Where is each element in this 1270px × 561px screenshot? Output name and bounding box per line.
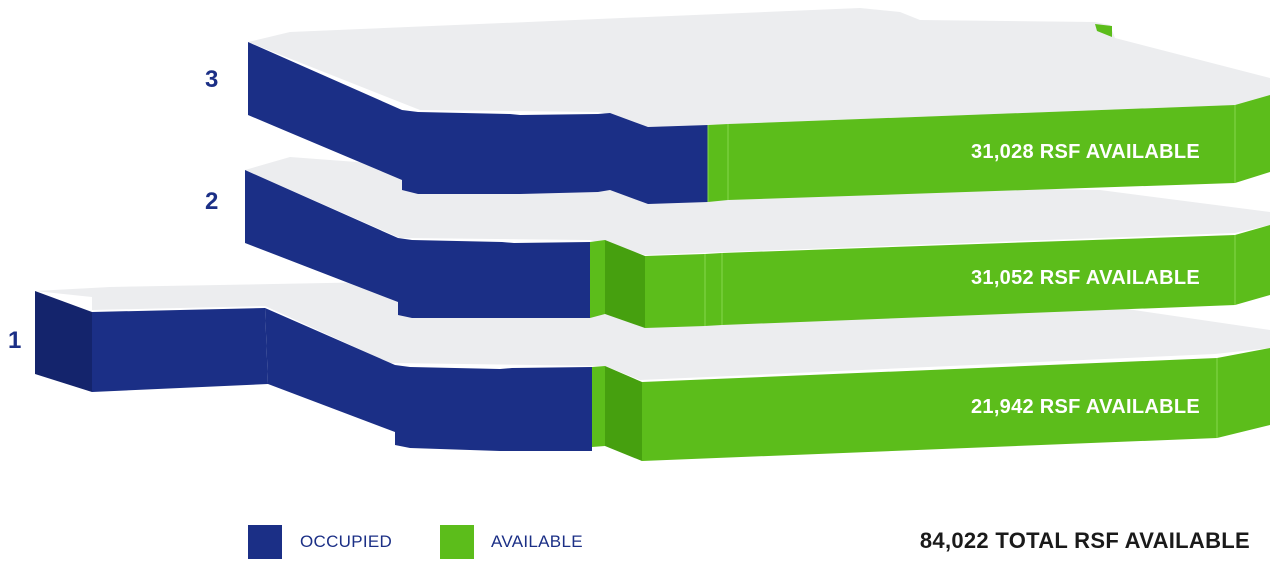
floor-2-avail-front [722, 235, 1235, 325]
floor-3-avail-end [1235, 95, 1270, 183]
floor-3-diagonal [248, 42, 402, 180]
floor-1-bay-a [395, 365, 410, 448]
floor-2-avail-diagonal [605, 240, 645, 328]
floor-2-diagonal [245, 170, 398, 302]
floor-stack-diagram [35, 8, 1270, 461]
floor-1-bay-b [410, 367, 500, 451]
total-available: 84,022 TOTAL RSF AVAILABLE [919, 528, 1250, 553]
floor-3-bay-e [598, 113, 610, 192]
floor-2-bay-d [514, 242, 590, 318]
floor-2-bay-a [398, 238, 412, 318]
floor-1-bay-c [500, 368, 512, 451]
floor-2-bay-b [412, 240, 502, 318]
floor-3-available-label: 31,028 RSF AVAILABLE [970, 141, 1200, 163]
floor-1-west-end [35, 291, 92, 392]
floor-1-avail-front [642, 358, 1217, 461]
floor-3-bay-f [610, 113, 648, 204]
floor-3-bay-d [520, 114, 598, 194]
floor-3-bay-b [418, 112, 510, 194]
floor-2-available-label: 31,052 RSF AVAILABLE [970, 267, 1200, 289]
floor-3-top [248, 8, 1270, 127]
legend-available-label: AVAILABLE [491, 532, 583, 551]
floor-3-bay-c [510, 114, 520, 194]
floor-3-avail-front [728, 105, 1235, 200]
floor-1-available-label: 21,942 RSF AVAILABLE [970, 396, 1200, 418]
floor-2-avail-pillar [705, 253, 722, 326]
floor-3-block [248, 8, 1270, 204]
floor-3-bay-g [648, 125, 708, 204]
floor-1-avail-end [1217, 348, 1270, 438]
floor-1-avail-diagonal [605, 366, 642, 461]
floor-2-avail-notch [590, 240, 605, 318]
floor-3-avail-notch-top [1095, 24, 1112, 37]
floor-1-diagonal [265, 308, 395, 432]
floor-1-west-front [92, 308, 268, 392]
floor-3-number: 3 [205, 66, 219, 93]
floor-3-avail-pillar [708, 124, 728, 202]
floor-3-bay-a [402, 110, 418, 194]
floor-1-number: 1 [8, 327, 22, 354]
legend-available-swatch [440, 525, 474, 559]
floor-2-avail-bay [645, 254, 705, 328]
legend-occupied-label: OCCUPIED [300, 532, 393, 551]
legend-occupied-swatch [248, 525, 282, 559]
floor-1-bay-d [512, 367, 592, 451]
floor-2-number: 2 [205, 188, 219, 215]
floor-1-avail-notch [592, 366, 605, 447]
floor-2-bay-c [502, 242, 514, 318]
floor-2-avail-end [1235, 225, 1270, 305]
